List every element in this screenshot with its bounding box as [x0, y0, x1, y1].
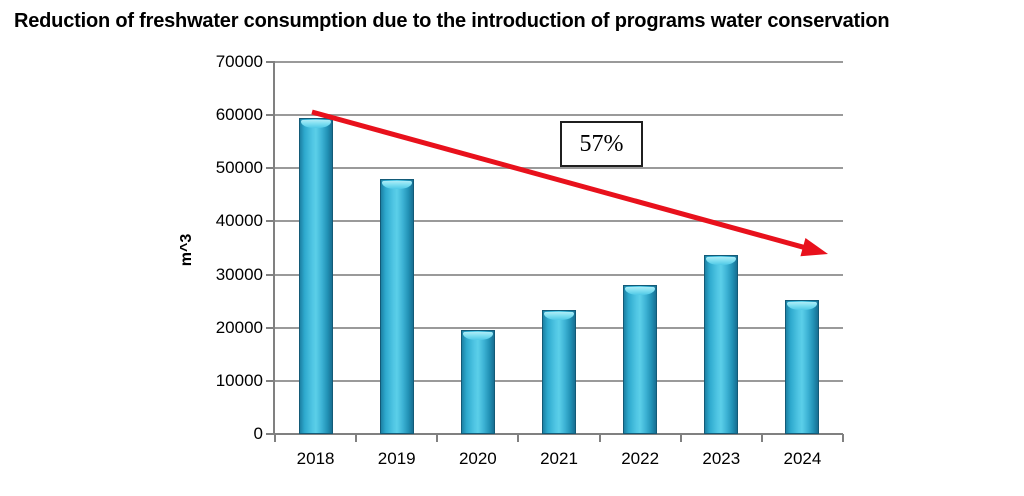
- x-tick: [274, 434, 276, 442]
- bar-cap: [300, 119, 331, 128]
- y-tick: [266, 114, 275, 117]
- x-tick-label: 2019: [377, 449, 416, 468]
- x-tick: [598, 434, 601, 442]
- y-tick: [266, 167, 275, 170]
- x-tick: [760, 434, 763, 442]
- y-tick: [266, 61, 275, 63]
- bar-cap: [706, 256, 737, 265]
- bar-cap: [787, 301, 818, 310]
- trend-annotation-label: 57%: [579, 130, 624, 157]
- bar-cap: [544, 311, 574, 320]
- x-tick: [517, 434, 520, 442]
- x-tick: [842, 434, 844, 442]
- bar-2020: [460, 329, 495, 434]
- bar-2019: [379, 178, 414, 434]
- bar-2021: [542, 309, 576, 434]
- gridline: [275, 114, 843, 117]
- y-tick: [266, 326, 275, 329]
- x-tick-label: 2024: [783, 449, 822, 468]
- y-tick-label: 20000: [215, 317, 263, 337]
- y-tick-label: 30000: [215, 264, 263, 284]
- y-tick-label: 10000: [215, 370, 263, 390]
- x-tick: [436, 434, 439, 442]
- trend-annotation-box: 57%: [560, 121, 643, 167]
- y-axis-line: [273, 62, 275, 435]
- x-tick-label: 2018: [296, 449, 335, 468]
- y-tick-label: 0: [253, 424, 263, 443]
- y-tick: [266, 433, 275, 435]
- bar-cap: [462, 331, 493, 340]
- gridline: [275, 220, 843, 223]
- x-tick-label: 2022: [621, 449, 660, 468]
- bar-cap: [625, 287, 656, 296]
- y-tick-label: 70000: [215, 52, 263, 71]
- x-axis-line: [275, 433, 843, 435]
- x-tick: [355, 434, 358, 442]
- gridline: [275, 61, 843, 63]
- bar-cap: [381, 180, 412, 189]
- bar-2023: [704, 254, 739, 434]
- x-tick-label: 2021: [540, 449, 578, 468]
- y-tick-label: 50000: [215, 158, 263, 178]
- x-tick-label: 2020: [458, 449, 497, 468]
- bar-2024: [785, 299, 820, 434]
- y-tick: [266, 220, 275, 223]
- y-tick-label: 60000: [215, 105, 263, 125]
- y-tick: [266, 379, 275, 382]
- y-tick-label: 40000: [215, 211, 263, 231]
- y-tick: [266, 273, 275, 276]
- chart-title: Reduction of freshwater consumption due …: [14, 10, 890, 32]
- x-tick-label: 2023: [702, 449, 741, 468]
- gridline: [275, 167, 843, 170]
- gridline: [275, 273, 843, 276]
- bar-2018: [298, 117, 333, 434]
- bar-2022: [623, 285, 658, 434]
- x-tick: [679, 434, 682, 442]
